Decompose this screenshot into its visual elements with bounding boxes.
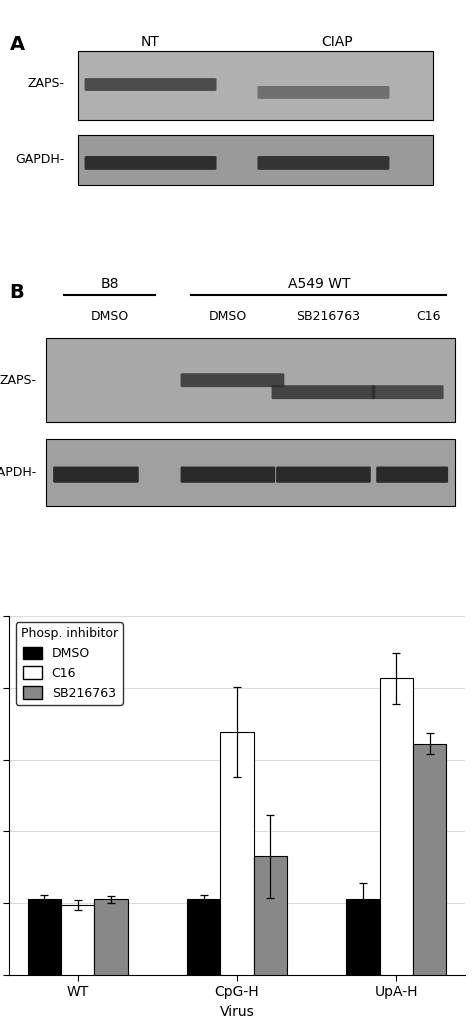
FancyBboxPatch shape: [272, 385, 375, 399]
Bar: [46, 439, 456, 506]
Bar: [413, 744, 447, 975]
Text: A549 WT: A549 WT: [288, 277, 350, 290]
FancyBboxPatch shape: [84, 156, 217, 170]
FancyBboxPatch shape: [372, 385, 444, 399]
FancyBboxPatch shape: [181, 373, 284, 387]
Bar: [220, 733, 254, 975]
Bar: [94, 900, 128, 975]
Legend: DMSO, C16, SB216763: DMSO, C16, SB216763: [16, 623, 123, 705]
FancyBboxPatch shape: [53, 467, 139, 483]
Text: NT: NT: [141, 35, 160, 48]
Text: SB216763: SB216763: [296, 310, 360, 322]
Bar: [78, 50, 433, 120]
Text: GAPDH-: GAPDH-: [0, 466, 37, 479]
FancyBboxPatch shape: [257, 86, 390, 98]
Bar: [254, 857, 287, 975]
Text: DMSO: DMSO: [91, 310, 129, 322]
FancyBboxPatch shape: [257, 156, 390, 170]
Bar: [346, 899, 380, 975]
Text: ZAPS-: ZAPS-: [0, 373, 37, 387]
X-axis label: Virus: Virus: [219, 1004, 255, 1019]
Bar: [187, 899, 220, 975]
Bar: [380, 678, 413, 975]
Text: B8: B8: [100, 277, 119, 290]
Bar: [78, 135, 433, 185]
Bar: [61, 905, 94, 975]
FancyBboxPatch shape: [181, 467, 275, 483]
FancyBboxPatch shape: [276, 467, 371, 483]
Text: B: B: [9, 283, 24, 303]
FancyBboxPatch shape: [376, 467, 448, 483]
Text: DMSO: DMSO: [209, 310, 247, 322]
Text: ZAPS-: ZAPS-: [27, 77, 64, 89]
Bar: [27, 899, 61, 975]
Text: C16: C16: [416, 310, 440, 322]
Text: GAPDH-: GAPDH-: [15, 154, 64, 166]
Bar: [46, 339, 456, 422]
FancyBboxPatch shape: [84, 78, 217, 91]
Text: A: A: [9, 35, 25, 53]
Text: CIAP: CIAP: [321, 35, 353, 48]
